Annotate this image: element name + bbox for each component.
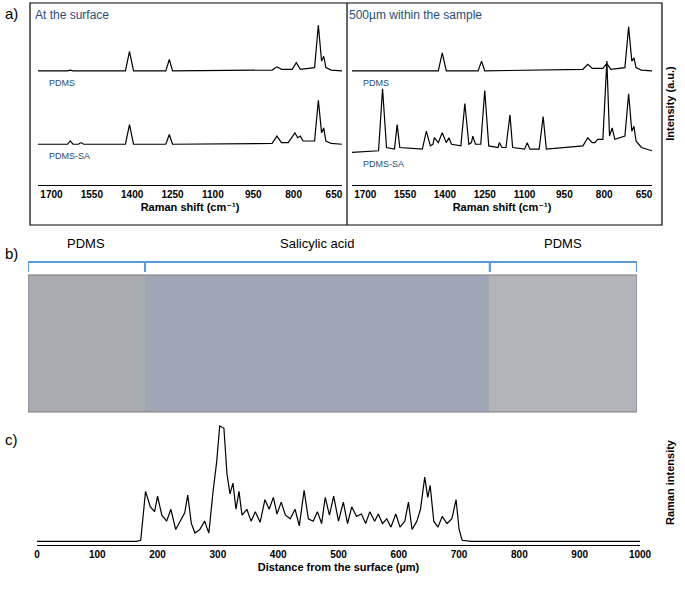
- svg-text:800: 800: [511, 549, 528, 560]
- svg-text:1550: 1550: [81, 189, 104, 200]
- svg-text:700: 700: [451, 549, 468, 560]
- svg-text:1550: 1550: [394, 189, 417, 200]
- svg-text:400: 400: [270, 549, 287, 560]
- svg-text:800: 800: [285, 189, 302, 200]
- svg-text:At the surface: At the surface: [35, 8, 109, 22]
- svg-text:1400: 1400: [121, 189, 144, 200]
- svg-text:1000: 1000: [629, 549, 652, 560]
- svg-text:1700: 1700: [354, 189, 377, 200]
- svg-text:1250: 1250: [161, 189, 184, 200]
- svg-text:600: 600: [390, 549, 407, 560]
- svg-text:Salicylic acid: Salicylic acid: [280, 236, 354, 251]
- svg-text:PDMS: PDMS: [363, 78, 389, 88]
- svg-text:Intensity (a.u.): Intensity (a.u.): [664, 66, 676, 141]
- svg-text:1250: 1250: [474, 189, 497, 200]
- svg-text:650: 650: [326, 189, 343, 200]
- svg-text:Raman shift (cm⁻¹): Raman shift (cm⁻¹): [141, 201, 240, 213]
- svg-text:PDMS-SA: PDMS-SA: [363, 159, 404, 169]
- svg-text:1400: 1400: [434, 189, 457, 200]
- svg-text:b): b): [5, 245, 18, 262]
- svg-text:950: 950: [245, 189, 262, 200]
- svg-text:1100: 1100: [514, 189, 536, 200]
- svg-text:650: 650: [636, 189, 653, 200]
- svg-text:200: 200: [149, 549, 166, 560]
- svg-text:PDMS: PDMS: [49, 78, 75, 88]
- svg-text:1700: 1700: [40, 189, 63, 200]
- svg-text:0: 0: [34, 549, 40, 560]
- svg-text:PDMS: PDMS: [544, 236, 582, 251]
- svg-text:Raman shift (cm⁻¹): Raman shift (cm⁻¹): [453, 201, 552, 213]
- svg-text:500: 500: [330, 549, 347, 560]
- svg-text:300: 300: [210, 549, 227, 560]
- svg-text:800: 800: [596, 189, 613, 200]
- svg-text:Distance from the surface (µm): Distance from the surface (µm): [258, 561, 420, 573]
- svg-text:1100: 1100: [202, 189, 224, 200]
- svg-text:a): a): [5, 5, 18, 22]
- svg-text:900: 900: [571, 549, 588, 560]
- svg-text:Raman intensity: Raman intensity: [664, 439, 676, 525]
- svg-text:c): c): [5, 431, 18, 448]
- svg-text:100: 100: [89, 549, 106, 560]
- svg-text:500µm within the sample: 500µm within the sample: [349, 8, 482, 22]
- svg-text:950: 950: [556, 189, 573, 200]
- svg-text:PDMS: PDMS: [67, 236, 105, 251]
- svg-text:PDMS-SA: PDMS-SA: [49, 151, 90, 161]
